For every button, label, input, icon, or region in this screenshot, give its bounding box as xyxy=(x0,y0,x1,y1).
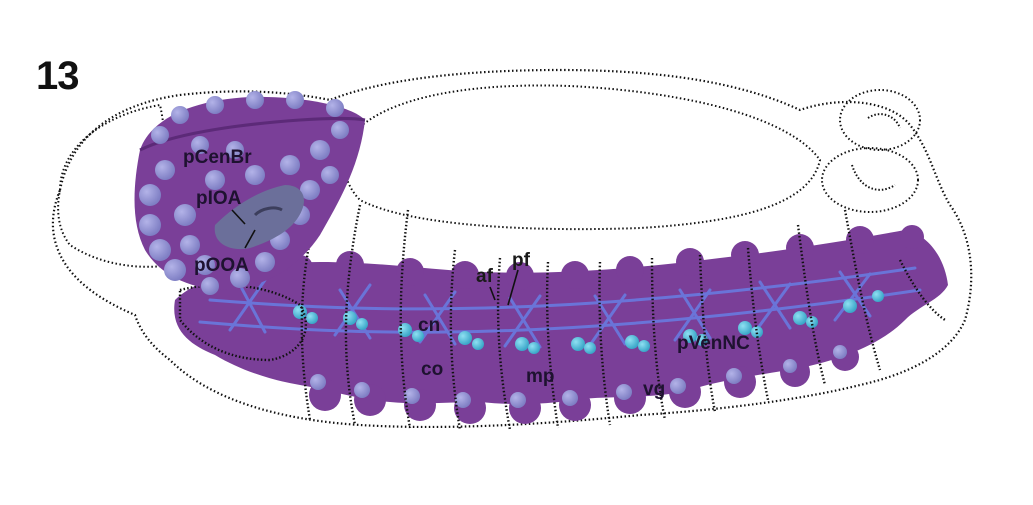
label-co: co xyxy=(421,359,444,380)
label-leaders xyxy=(489,269,519,306)
label-pIOA: pIOA xyxy=(196,188,242,209)
label-pOOA: pOOA xyxy=(194,255,249,276)
label-cn: cn xyxy=(418,315,441,336)
neuromere-clusters xyxy=(293,290,884,354)
axon-scaffold xyxy=(198,266,922,349)
label-pVenNC: pVenNC xyxy=(677,333,750,354)
brain-hemisphere xyxy=(134,91,366,295)
label-mp: mp xyxy=(526,366,555,387)
label-af: af xyxy=(476,266,493,287)
label-vg: vg xyxy=(643,379,666,400)
embryo-body-outline xyxy=(51,68,973,429)
ventral-nerve-cord xyxy=(174,225,948,424)
label-pCenBr: pCenBr xyxy=(183,147,252,168)
figure-number: 13 xyxy=(36,54,79,98)
label-pf: pf xyxy=(512,250,530,271)
